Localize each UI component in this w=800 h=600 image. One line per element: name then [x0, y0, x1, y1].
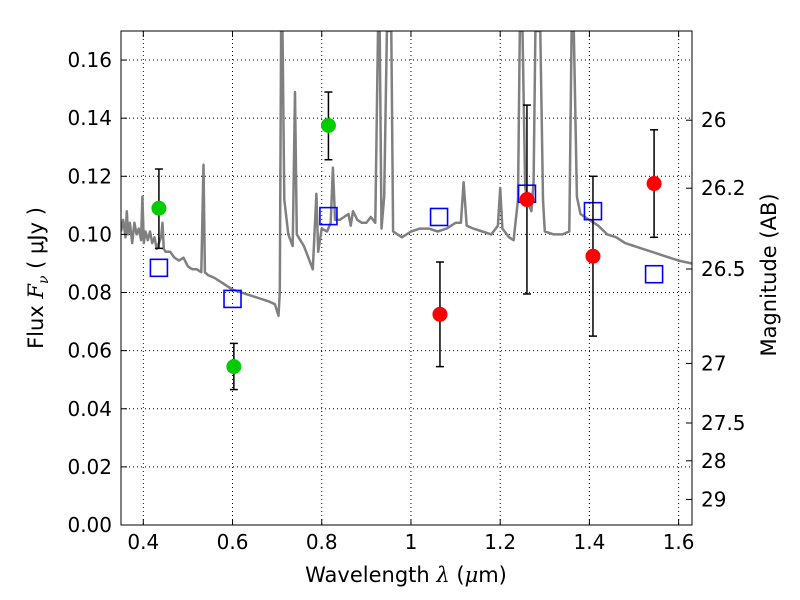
x-tick-label: 0.8: [306, 530, 338, 554]
y2-tick-label: 28: [701, 449, 726, 473]
model-square-point: [149, 258, 169, 278]
y2-axis-label: Magnitude (AB): [757, 193, 781, 356]
markers-layer: [149, 91, 664, 391]
y-tick-label: 0.16: [67, 48, 112, 72]
y-tick-label: 0.02: [67, 455, 112, 479]
y2-tick-label: 27.5: [701, 411, 746, 435]
y-tick-label: 0.14: [67, 106, 112, 130]
data-circle-point: [585, 248, 601, 264]
x-tick-label: 0.4: [127, 530, 159, 554]
x-tick-label: 1: [405, 530, 418, 554]
data-circle-point: [432, 306, 448, 322]
y2-tick-label: 26.5: [701, 257, 746, 281]
x-tick-label: 1.2: [484, 530, 516, 554]
model-square-point: [644, 264, 664, 284]
data-circle-point: [151, 200, 167, 216]
y-tick-label: 0.06: [67, 339, 112, 363]
data-circle-point: [226, 359, 242, 375]
data-layer: [121, 31, 692, 318]
y-tick-label: 0.12: [67, 164, 112, 188]
y-tick-label: 0.00: [67, 513, 112, 537]
x-axis-label: Wavelength λ (μm): [305, 563, 507, 587]
y2-tick-label: 26: [701, 108, 726, 132]
data-circle-point: [320, 117, 336, 133]
y-axis-label: Flux Fν ( μJy ): [24, 207, 52, 349]
model-square-point: [319, 206, 338, 226]
y2-tick-label: 27: [701, 351, 726, 375]
model-square-point: [429, 207, 449, 227]
data-circle-point: [519, 192, 535, 208]
x-tick-label: 0.6: [217, 530, 249, 554]
x-tick-label: 1.4: [573, 530, 605, 554]
y-tick-label: 0.08: [67, 281, 112, 305]
y-tick-label: 0.04: [67, 397, 112, 421]
y-tick-label: 0.10: [67, 222, 112, 246]
ticks: 0.4 0.6 0.8 1 1.2 1.4 1.6 0.00 0.02 0.04 0.06 0.08 0…: [67, 31, 746, 554]
y2-tick-label: 29: [701, 487, 726, 511]
data-circle-point: [646, 176, 662, 192]
spectrum-line: [121, 31, 692, 318]
model-square-point: [223, 289, 242, 309]
plot-area: [121, 31, 692, 525]
y2-tick-label: 26.2: [701, 176, 746, 200]
plot-frame: [120, 30, 693, 526]
x-tick-label: 1.6: [663, 530, 695, 554]
